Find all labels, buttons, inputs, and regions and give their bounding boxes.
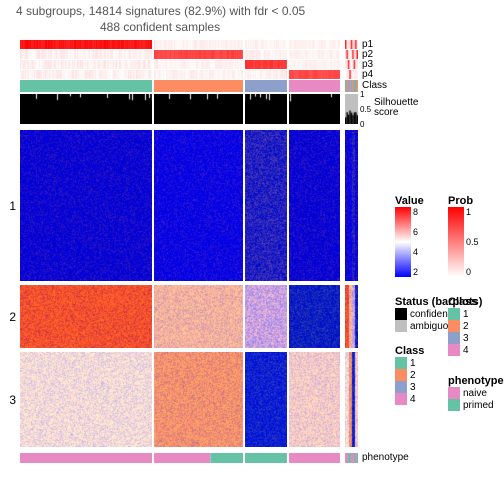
heatmap-narrow-1 (345, 130, 358, 281)
value-gradient (395, 207, 411, 277)
prob-narrow-p2 (345, 50, 358, 59)
row-label-3: 3 (2, 393, 16, 407)
prob-narrow-p3 (345, 60, 358, 69)
prob-narrow-p1 (345, 40, 358, 49)
prob-gradient (448, 207, 464, 277)
silhouette-narrow (345, 94, 358, 124)
prob-track-p4 (20, 70, 340, 79)
class-legend-title: Class (395, 345, 424, 357)
prob-track-p3 (20, 60, 340, 69)
heatmap-row-1 (20, 130, 340, 281)
row-label-1: 1 (2, 199, 16, 213)
value-legend-title: Value (395, 195, 424, 207)
phenotype-label: phenotype (362, 452, 409, 463)
prob-narrow-p4 (345, 70, 358, 79)
heatmap-narrow-2 (345, 285, 358, 348)
silhouette-track (20, 94, 340, 124)
heatmap-row-3 (20, 352, 340, 447)
title-line1: 4 subgroups, 14814 signatures (82.9%) wi… (16, 4, 305, 18)
title-line2: 488 confident samples (100, 20, 220, 34)
prob-track-p2 (20, 50, 340, 59)
phenotype-legend-title: phenotype (448, 375, 504, 387)
silhouette-label: Silhouette score (374, 98, 418, 118)
prob-track-p1 (20, 40, 340, 49)
row-label-2: 2 (2, 310, 16, 324)
phenotype-narrow (345, 453, 358, 463)
class-track (20, 80, 340, 92)
prob-legend-title: Prob (448, 195, 479, 207)
phenotype-track (20, 453, 340, 463)
class-narrow (345, 80, 358, 92)
heatmap-narrow-3 (345, 352, 358, 447)
class-label: Class (362, 80, 387, 91)
label-p4: p4 (362, 69, 373, 80)
heatmap-row-2 (20, 285, 340, 348)
